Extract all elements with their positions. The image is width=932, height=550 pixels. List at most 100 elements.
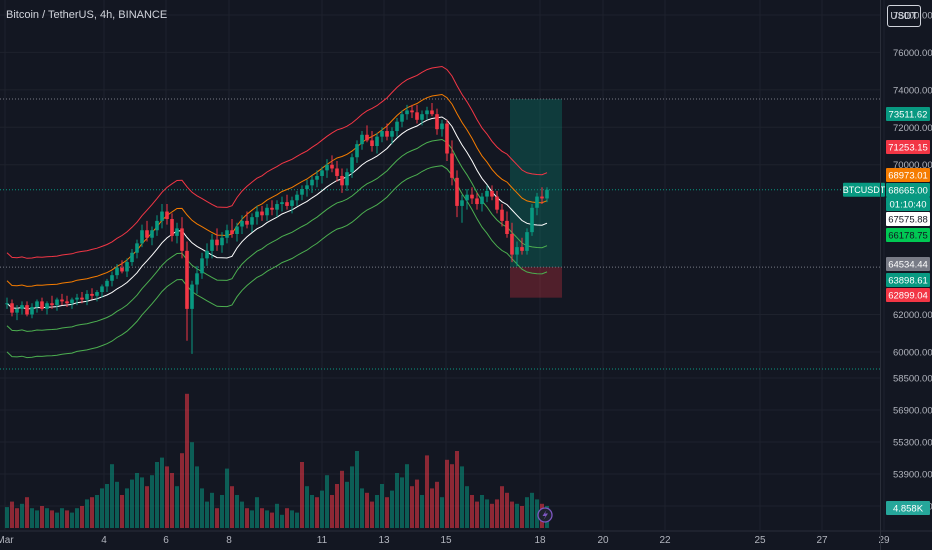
candle-body: [175, 228, 179, 236]
candle-body: [100, 286, 104, 293]
volume-bar: [275, 503, 279, 528]
x-tick-label: 11: [317, 535, 328, 546]
candle-body: [315, 175, 319, 180]
price-axis-label: 74000.00: [893, 85, 932, 96]
volume-bar: [445, 459, 449, 528]
x-tick-label: 13: [378, 535, 390, 546]
volume-bar: [260, 508, 264, 528]
upper-envelope-line: [6, 65, 548, 259]
candle-body: [425, 110, 429, 115]
candle-body: [255, 211, 259, 218]
x-tick-label: 22: [659, 535, 671, 546]
volume-bar: [345, 481, 349, 528]
candle-body: [155, 220, 159, 231]
candle-body: [400, 114, 404, 122]
volume-bar: [5, 507, 9, 528]
volume-bar: [185, 393, 189, 528]
candle-body: [195, 273, 199, 285]
candle-body: [40, 301, 44, 309]
candle-body: [295, 194, 299, 201]
volume-bar: [140, 477, 144, 528]
candle-body: [210, 239, 214, 251]
candle-body: [190, 284, 194, 309]
price-label-box: [886, 228, 930, 242]
price-label: 4.858K: [893, 504, 924, 515]
candle-body: [80, 297, 84, 300]
candle-body: [290, 200, 294, 206]
candle-body: [200, 258, 204, 274]
volume-bar: [410, 486, 414, 528]
candle-body: [150, 230, 154, 238]
volume-bar: [205, 501, 209, 528]
volume-bar: [170, 473, 174, 528]
volume-bar: [530, 492, 534, 528]
candle-body: [215, 239, 219, 246]
currency-button[interactable]: USDT: [887, 5, 921, 27]
price-axis-label: 56900.00: [893, 406, 932, 417]
price-label: 66178.75: [888, 231, 928, 242]
candle-body: [355, 144, 359, 158]
x-tick-label: 15: [440, 535, 452, 546]
candle-body: [20, 305, 24, 309]
volume-bar: [505, 492, 509, 528]
volume-bar: [380, 484, 384, 528]
candle-body: [140, 230, 144, 244]
price-label-box: [886, 107, 930, 121]
volume-bar: [110, 464, 114, 528]
price-label: 68665.00: [888, 186, 928, 197]
volume-bar: [165, 466, 169, 528]
volume-bar: [225, 468, 229, 528]
x-tick-label: 20: [597, 535, 609, 546]
volume-bar: [235, 495, 239, 528]
symbol-label: BTCUSDT: [843, 185, 886, 195]
candle-body: [540, 196, 544, 199]
volume-bar: [300, 462, 304, 528]
volume-bar: [440, 497, 444, 528]
candle-body: [455, 177, 459, 206]
x-tick-label: 6: [163, 535, 169, 546]
volume-bar: [270, 512, 274, 528]
volume-bar: [360, 488, 364, 528]
price-label-box: [886, 168, 930, 182]
volume-bar: [330, 495, 334, 528]
candle-body: [120, 267, 124, 272]
volume-bar: [45, 508, 49, 528]
volume-bar: [20, 503, 24, 528]
candle-body: [60, 299, 64, 302]
candle-body: [110, 275, 114, 281]
candle-body: [240, 220, 244, 227]
volume-bar: [60, 508, 64, 528]
symbol-label-box: [843, 182, 885, 197]
candle-body: [420, 114, 424, 120]
volume-bar: [245, 508, 249, 528]
volume-bar: [525, 497, 529, 528]
volume-bar: [400, 477, 404, 528]
price-label-box: [886, 257, 930, 271]
candle-body: [505, 220, 509, 235]
candle-body: [135, 243, 139, 253]
volume-bar: [485, 499, 489, 528]
orange-band-line: [6, 93, 548, 287]
candle-body: [380, 131, 384, 137]
price-label: 63898.61: [888, 276, 928, 287]
volume-bar: [50, 510, 54, 528]
price-label: 64534.44: [888, 260, 928, 271]
volume-bar: [490, 503, 494, 528]
volume-bar: [305, 486, 309, 528]
candle-body: [75, 297, 79, 300]
volume-bar: [180, 453, 184, 528]
volume-bar: [220, 495, 224, 528]
candle-body: [340, 175, 344, 186]
symbol-title: Bitcoin / TetherUS, 4h, BINANCE: [6, 9, 168, 21]
candle-body: [365, 134, 369, 141]
candle-body: [535, 196, 539, 208]
volume-bar: [195, 466, 199, 528]
volume-bar: [10, 501, 14, 528]
candle-body: [265, 207, 269, 216]
volume-bar: [375, 495, 379, 528]
volume-bar: [250, 510, 254, 528]
candle-body: [160, 211, 164, 221]
candle-body: [270, 207, 274, 210]
volume-bar: [475, 501, 479, 528]
